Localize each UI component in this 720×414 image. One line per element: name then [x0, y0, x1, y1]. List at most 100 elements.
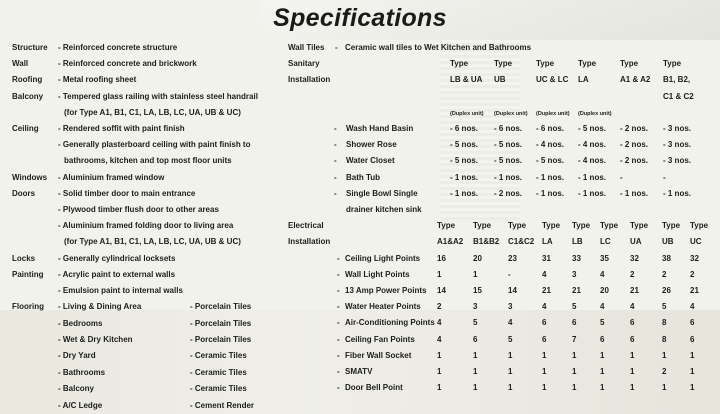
electrical-value: 1 [437, 350, 442, 360]
electrical-value: 1 [600, 367, 605, 376]
bullet: - [337, 334, 340, 344]
electrical-value: 21 [572, 286, 581, 295]
sanitary-value: - 5 nos. [536, 156, 565, 166]
electrical-item: Ceiling Light Points [345, 253, 421, 263]
spec-value: (for Type A1, B1, C1, LA, LB, LC, UA, UB… [64, 107, 241, 117]
electrical-value: 1 [690, 383, 695, 393]
electrical-value: 1 [437, 367, 442, 376]
bullet: - [337, 253, 340, 263]
bullet: - [334, 124, 337, 133]
column-name: LB & UA [450, 75, 483, 85]
electrical-value: 32 [690, 253, 699, 263]
sanitary-value: - 3 nos. [663, 140, 692, 150]
spec-value: bathrooms, kitchen and top most floor un… [64, 156, 232, 166]
flooring-finish: - Porcelain Tiles [190, 335, 252, 344]
spec-value: - Reinforced concrete and brickwork [58, 59, 197, 69]
sanitary-value: - 3 nos. [663, 124, 692, 133]
column-note: (Duplex unit) [450, 110, 484, 117]
electrical-value: 1 [508, 367, 513, 376]
electrical-item: Ceiling Fan Points [345, 334, 415, 344]
electrical-value: 3 [572, 269, 577, 279]
electrical-value: 4 [630, 302, 635, 312]
flooring-area: - Dry Yard [58, 351, 96, 361]
spec-label: Ceiling [12, 124, 39, 133]
electrical-value: 2 [662, 269, 667, 279]
electrical-value: 7 [572, 334, 577, 344]
sanitary-value: - 1 nos. [494, 172, 523, 182]
electrical-value: 1 [473, 367, 478, 376]
column-note: (Duplex unit) [536, 110, 570, 117]
sanitary-item: drainer kitchen sink [346, 205, 422, 214]
flooring-area: - A/C Ledge [58, 400, 103, 410]
sanitary-value: - 5 nos. [494, 140, 523, 150]
column-name: LB [572, 237, 583, 247]
flooring-area: - Bathrooms [58, 367, 106, 377]
sanitary-value: - 1 nos. [578, 188, 607, 198]
electrical-value: 4 [600, 302, 605, 312]
sanitary-value: - 2 nos. [620, 140, 649, 150]
spec-label: Wall [12, 59, 29, 69]
electrical-value: 4 [542, 302, 547, 312]
electrical-value: 4 [542, 269, 547, 279]
column-name: LA [542, 237, 553, 247]
electrical-value: 1 [572, 350, 577, 360]
electrical-item: Fiber Wall Socket [345, 350, 412, 360]
sanitary-value: - [663, 172, 666, 182]
electrical-value: 2 [437, 302, 442, 312]
electrical-value: 1 [630, 350, 635, 360]
spec-label: Structure [12, 43, 48, 52]
sanitary-item: Wash Hand Basin [346, 124, 414, 133]
column-name: UC & LC [536, 75, 569, 85]
spec-value: - Emulsion paint to internal walls [58, 286, 183, 295]
flooring-finish: - Ceramic Tiles [190, 367, 247, 377]
sanitary-value: - 1 nos. [620, 188, 649, 198]
spec-value: - Generally cylindrical locksets [58, 253, 176, 263]
column-type: Type [437, 221, 456, 231]
sanitary-item: Single Bowl Single [346, 188, 418, 198]
electrical-value: 20 [473, 253, 482, 263]
electrical-value: 6 [600, 334, 605, 344]
column-type: Type [508, 221, 527, 231]
electrical-value: 16 [437, 253, 446, 263]
bullet: - [337, 367, 340, 376]
spec-label: Locks [12, 253, 36, 263]
column-type: Type [578, 59, 597, 69]
electrical-value: 26 [662, 286, 671, 295]
column-type: Type [450, 59, 469, 69]
electrical-value: 5 [508, 334, 513, 344]
column-type: Type [572, 221, 591, 231]
spec-label: Doors [12, 188, 36, 198]
electrical-value: 32 [630, 253, 639, 263]
electrical-value: 1 [542, 367, 547, 376]
sanitary-value: - 5 nos. [450, 156, 479, 166]
electrical-value: 1 [600, 383, 605, 393]
electrical-value: 4 [508, 318, 513, 328]
electrical-value: 1 [662, 383, 667, 393]
electrical-value: 1 [572, 383, 577, 393]
column-name: UB [494, 75, 506, 85]
sanitary-value: - [620, 172, 623, 182]
spec-value: - Acrylic paint to external walls [58, 269, 176, 279]
electrical-item: 13 Amp Power Points [345, 286, 427, 295]
spec-value: - Solid timber door to main entrance [58, 188, 196, 198]
electrical-value: 23 [508, 253, 517, 263]
column-name: A1&A2 [437, 237, 464, 247]
spec-value: - Rendered soffit with paint finish [58, 124, 185, 133]
column-name: UC [690, 237, 702, 247]
electrical-value: 5 [662, 302, 667, 312]
flooring-area: - Bedrooms [58, 318, 103, 328]
electrical-value: - [508, 269, 511, 279]
column-name: B1&B2 [473, 237, 500, 247]
column-type: Type [690, 221, 709, 231]
wall-tiles-value: Ceramic wall tiles to Wet Kitchen and Ba… [345, 43, 532, 52]
sanitary-value: - 5 nos. [578, 124, 607, 133]
sanitary-item: Water Closet [346, 156, 395, 166]
sanitary-value: - 6 nos. [450, 124, 479, 133]
spec-value: - Tempered glass railing with stainless … [58, 91, 258, 101]
flooring-finish: - Porcelain Tiles [190, 302, 252, 312]
column-type: Type [473, 221, 492, 231]
electrical-value: 4 [690, 302, 695, 312]
electrical-value: 1 [572, 367, 577, 376]
sanitary-label: Sanitary [288, 59, 320, 69]
electrical-value: 1 [437, 269, 442, 279]
